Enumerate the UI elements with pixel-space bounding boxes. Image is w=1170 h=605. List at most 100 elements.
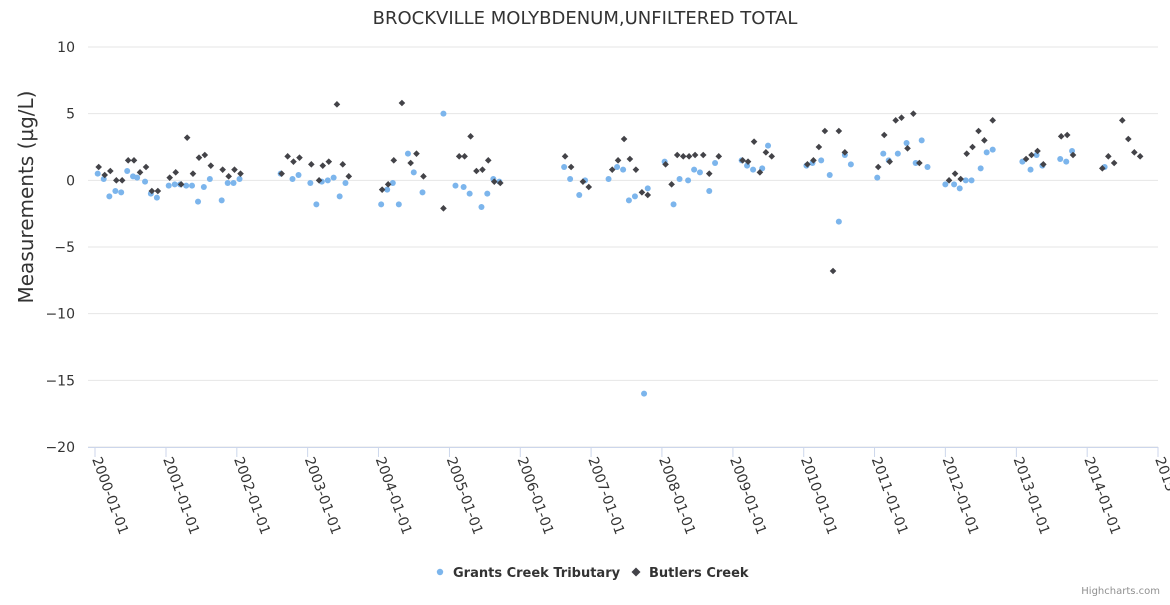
data-point-diamond[interactable] [705,170,713,177]
data-point-diamond[interactable] [614,157,622,164]
data-point-diamond[interactable] [904,145,911,152]
data-point-circle[interactable] [419,189,426,196]
data-point-circle[interactable] [106,193,113,200]
data-point-diamond[interactable] [333,101,341,108]
data-point-diamond[interactable] [296,154,303,161]
data-point-circle[interactable] [631,193,638,200]
data-point-diamond[interactable] [1136,153,1144,160]
data-point-circle[interactable] [712,160,719,166]
data-point-diamond[interactable] [821,127,829,135]
data-point-diamond[interactable] [1125,135,1132,143]
data-point-circle[interactable] [977,165,984,172]
data-point-circle[interactable] [644,185,651,192]
credits-link[interactable]: Highcharts.com [1081,586,1160,597]
data-point-circle[interactable] [880,150,887,157]
data-point-diamond[interactable] [461,153,468,160]
data-point-diamond[interactable] [308,161,315,168]
data-point-diamond[interactable] [325,158,333,165]
data-point-diamond[interactable] [567,163,575,171]
data-point-diamond[interactable] [142,163,150,171]
data-point-circle[interactable] [567,176,574,182]
data-point-diamond[interactable] [585,183,593,191]
data-point-circle[interactable] [962,177,969,184]
data-point-circle[interactable] [685,177,692,184]
data-point-circle[interactable] [230,180,237,186]
data-point-circle[interactable] [189,182,196,189]
data-point-diamond[interactable] [715,153,723,160]
data-point-circle[interactable] [765,142,772,149]
data-point-diamond[interactable] [835,127,843,135]
data-point-diamond[interactable] [225,173,232,180]
data-point-circle[interactable] [951,181,958,188]
data-point-circle[interactable] [835,218,842,225]
data-point-circle[interactable] [691,166,698,173]
data-point-diamond[interactable] [118,177,126,184]
data-point-diamond[interactable] [579,178,587,185]
data-point-circle[interactable] [313,201,320,208]
data-point-diamond[interactable] [892,117,899,124]
data-point-circle[interactable] [142,178,149,185]
data-point-circle[interactable] [153,194,160,201]
data-point-circle[interactable] [206,176,213,182]
data-point-diamond[interactable] [290,158,297,165]
data-point-circle[interactable] [706,188,713,194]
data-point-circle[interactable] [818,157,825,164]
data-point-circle[interactable] [378,201,385,208]
data-point-diamond[interactable] [561,153,569,160]
data-point-diamond[interactable] [750,138,758,145]
data-point-diamond[interactable] [207,162,215,169]
data-point-diamond[interactable] [1110,159,1118,167]
data-point-diamond[interactable] [981,137,988,144]
data-point-circle[interactable] [200,184,207,190]
data-point-circle[interactable] [195,198,202,205]
data-point-diamond[interactable] [195,154,203,161]
data-point-diamond[interactable] [484,157,492,164]
data-point-diamond[interactable] [473,167,480,175]
data-point-circle[interactable] [614,164,621,170]
data-point-circle[interactable] [118,189,125,196]
data-point-diamond[interactable] [668,181,675,188]
data-point-circle[interactable] [894,150,901,157]
data-point-diamond[interactable] [384,181,392,188]
data-point-diamond[interactable] [620,135,628,143]
data-point-diamond[interactable] [632,166,640,173]
data-point-diamond[interactable] [969,143,976,151]
data-point-circle[interactable] [307,180,314,186]
data-point-diamond[interactable] [1034,147,1041,155]
data-point-circle[interactable] [1027,166,1034,173]
data-point-diamond[interactable] [124,157,132,164]
data-point-diamond[interactable] [989,117,997,124]
data-point-diamond[interactable] [107,167,114,175]
data-point-circle[interactable] [336,193,343,200]
data-point-diamond[interactable] [1063,131,1071,139]
data-point-circle[interactable] [452,182,459,189]
data-point-diamond[interactable] [829,267,837,275]
data-point-circle[interactable] [165,182,172,189]
data-point-circle[interactable] [183,182,190,189]
data-point-diamond[interactable] [1131,149,1138,156]
data-point-diamond[interactable] [691,151,699,159]
data-point-circle[interactable] [224,180,231,186]
data-point-diamond[interactable] [413,150,420,157]
data-point-circle[interactable] [874,174,881,181]
data-point-circle[interactable] [112,188,119,194]
data-point-diamond[interactable] [172,169,180,176]
data-point-diamond[interactable] [490,178,498,185]
data-point-circle[interactable] [1019,158,1026,165]
data-point-diamond[interactable] [874,163,882,171]
data-point-diamond[interactable] [315,177,323,184]
data-point-diamond[interactable] [679,153,687,160]
data-point-diamond[interactable] [378,186,386,193]
data-point-circle[interactable] [576,192,583,198]
data-point-circle[interactable] [924,164,931,170]
data-point-diamond[interactable] [815,143,823,151]
data-point-diamond[interactable] [148,187,156,195]
data-point-diamond[interactable] [768,153,776,160]
data-point-diamond[interactable] [673,151,681,159]
data-point-circle[interactable] [466,190,473,197]
data-point-diamond[interactable] [739,157,746,164]
data-point-circle[interactable] [641,390,648,397]
data-point-diamond[interactable] [880,131,888,139]
data-point-diamond[interactable] [644,191,652,199]
data-point-circle[interactable] [759,165,766,172]
